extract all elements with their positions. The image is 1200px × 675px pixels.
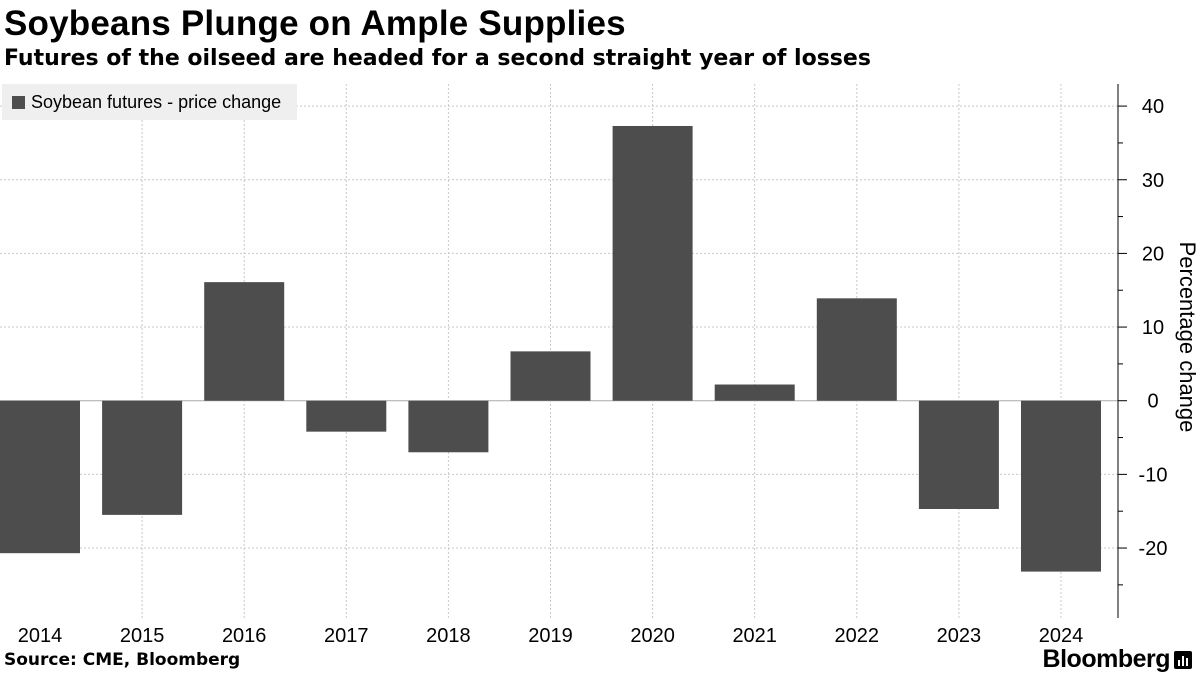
x-tick-label: 2023 [937,625,982,647]
y-tick-label: 20 [1142,243,1164,265]
legend: Soybean futures - price change [2,84,297,120]
y-axis: 40 30 20 10 0 -10 -20 [1117,84,1168,618]
bar-2019 [510,351,591,401]
x-tick-label: 2019 [528,625,573,647]
y-tick-label: -10 [1139,464,1168,486]
bloomberg-terminal-icon [1174,650,1192,669]
bloomberg-logo: Bloomberg [1043,645,1192,674]
bar-2016 [204,282,285,401]
bar-2021 [714,384,795,401]
x-tick-label: 2021 [732,625,777,647]
x-tick-label: 2014 [18,625,63,647]
x-axis-labels: 2014 2015 2016 2017 2018 2019 2020 2021 2022 2023… [18,625,1084,647]
x-tick-label: 2015 [120,625,165,647]
bar-2015 [102,400,183,515]
y-tick-label: 0 [1147,391,1158,413]
x-tick-label: 2017 [324,625,369,647]
x-tick-label: 2016 [222,625,267,647]
gridlines [0,84,1118,618]
y-axis-title: Percentage change [1175,242,1200,433]
legend-label: Soybean futures - price change [31,91,282,112]
bar-2014 [0,400,80,554]
x-tick-label: 2020 [630,625,675,647]
source-note: Source: CME, Bloomberg [4,650,241,670]
bar-2024 [1021,400,1101,572]
bars [0,125,1101,572]
bar-2020 [612,125,693,401]
chart-subtitle: Futures of the oilseed are headed for a … [4,46,871,71]
bar-2023 [918,400,999,509]
bar-2018 [408,400,489,453]
y-tick-label: 30 [1142,170,1164,192]
y-tick-label: 10 [1142,317,1164,339]
y-tick-label: -20 [1139,538,1168,560]
brand-name: Bloomberg [1042,645,1171,673]
x-tick-label: 2018 [426,625,471,647]
chart-title: Soybeans Plunge on Ample Supplies [4,4,626,43]
legend-swatch [12,95,25,109]
bar-2017 [306,400,387,432]
bar-2022 [816,298,897,401]
y-tick-label: 40 [1142,96,1164,118]
x-tick-label: 2022 [835,625,880,647]
x-tick-label: 2024 [1039,625,1084,647]
